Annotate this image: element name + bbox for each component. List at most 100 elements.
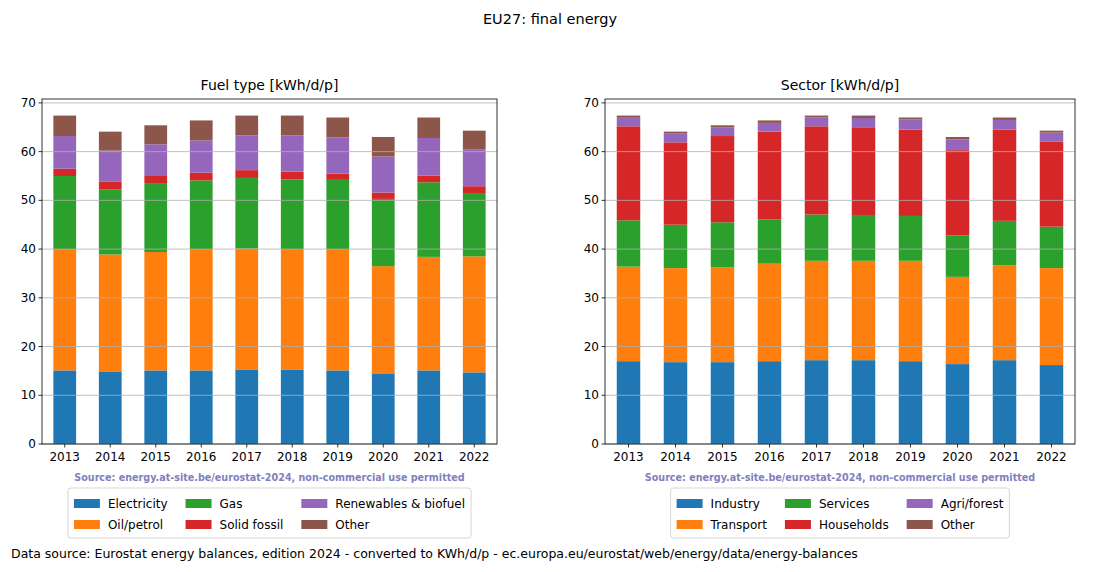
- x-tick: [628, 444, 629, 448]
- y-tick-label: 0: [28, 437, 36, 451]
- y-tick-label: 70: [21, 96, 36, 110]
- x-tick: [1051, 444, 1052, 448]
- legend-swatch: [907, 520, 933, 529]
- bar-segment: [946, 137, 970, 139]
- bar-segment: [946, 235, 970, 276]
- legend-swatch: [301, 499, 327, 508]
- x-tick: [1004, 444, 1005, 448]
- bar-segment: [281, 249, 304, 369]
- x-tick-label: 2017: [231, 450, 262, 464]
- bar-segment: [1040, 227, 1064, 268]
- bar-segment: [281, 116, 304, 136]
- suptitle: EU27: final energy: [483, 11, 618, 27]
- bars: [617, 116, 1064, 444]
- bar-segment: [805, 261, 829, 360]
- x-tick-label: 2020: [368, 450, 399, 464]
- x-tick: [910, 444, 911, 448]
- bar-segment: [805, 118, 829, 127]
- grid-line: [605, 395, 1075, 396]
- bar-segment: [805, 126, 829, 214]
- x-tick: [863, 444, 864, 448]
- y-tick: [39, 249, 43, 250]
- bar-segment: [326, 118, 349, 138]
- bar-segment: [235, 116, 258, 136]
- x-tick-label: 2013: [613, 450, 644, 464]
- bar-segment: [1040, 141, 1064, 226]
- bar-segment: [993, 360, 1017, 444]
- bar-segment: [852, 118, 876, 127]
- grid-line: [42, 200, 497, 201]
- bar-segment: [946, 277, 970, 364]
- bar-segment: [617, 117, 641, 126]
- legend-label: Agri/forest: [941, 497, 1004, 511]
- legend-swatch: [677, 499, 703, 508]
- x-tick-label: 2022: [1036, 450, 1067, 464]
- x-tick: [64, 444, 65, 448]
- grid-line: [605, 200, 1075, 201]
- y-tick-label: 60: [584, 145, 599, 159]
- legend-label: Renewables & biofuel: [335, 497, 465, 511]
- x-tick-label: 2015: [707, 450, 738, 464]
- bar-segment: [190, 140, 213, 172]
- y-tick: [602, 102, 606, 103]
- y-tick: [39, 151, 43, 152]
- bar-segment: [372, 266, 395, 373]
- bar-segment: [899, 118, 923, 120]
- y-tick-label: 40: [21, 242, 36, 256]
- legend-label: Industry: [711, 497, 760, 511]
- bar-segment: [758, 123, 782, 132]
- bar-segment: [664, 362, 688, 444]
- bar-segment: [417, 182, 440, 257]
- bar-segment: [617, 220, 641, 266]
- x-tick: [383, 444, 384, 448]
- grid-line: [605, 151, 1075, 152]
- bar-segment: [758, 361, 782, 444]
- legend-swatch: [785, 520, 811, 529]
- bar-segment: [281, 369, 304, 444]
- y-tick-label: 10: [21, 388, 36, 402]
- y-tick: [602, 151, 606, 152]
- bar-segment: [372, 193, 395, 199]
- bar-segment: [711, 222, 735, 267]
- y-tick: [602, 249, 606, 250]
- x-tick: [337, 444, 338, 448]
- bar-segment: [372, 137, 395, 156]
- bar-segment: [899, 119, 923, 129]
- bar-segment: [617, 267, 641, 362]
- chart: Fuel type [kWh/d/p]010203040506070201320…: [21, 77, 497, 538]
- bar-segment: [463, 149, 486, 186]
- y-tick-label: 50: [584, 193, 599, 207]
- x-tick: [428, 444, 429, 448]
- plot-frame: [605, 99, 1075, 444]
- legend-label: Services: [819, 497, 870, 511]
- bar-segment: [1040, 133, 1064, 142]
- bar-segment: [417, 370, 440, 444]
- bar-segment: [417, 257, 440, 371]
- x-tick: [155, 444, 156, 448]
- bar-segment: [99, 254, 122, 371]
- legend-swatch: [301, 520, 327, 529]
- x-tick-label: 2021: [413, 450, 444, 464]
- bar-segment: [326, 370, 349, 444]
- grid-line: [605, 102, 1075, 103]
- bar-segment: [852, 360, 876, 444]
- x-tick-label: 2015: [140, 450, 171, 464]
- x-tick: [957, 444, 958, 448]
- legend-swatch: [74, 499, 100, 508]
- bar-segment: [899, 361, 923, 444]
- y-tick-label: 60: [21, 145, 36, 159]
- bar-segment: [463, 131, 486, 150]
- grid-line: [42, 151, 497, 152]
- legend-swatch: [186, 520, 212, 529]
- grid-line: [42, 102, 497, 103]
- x-tick-label: 2014: [660, 450, 691, 464]
- x-tick: [722, 444, 723, 448]
- bar-segment: [190, 173, 213, 181]
- x-tick-label: 2021: [989, 450, 1020, 464]
- legend-swatch: [785, 499, 811, 508]
- bar-segment: [53, 370, 76, 444]
- bar-segment: [993, 118, 1017, 120]
- bar-segment: [99, 132, 122, 151]
- grid-line: [605, 346, 1075, 347]
- bar-segment: [190, 370, 213, 444]
